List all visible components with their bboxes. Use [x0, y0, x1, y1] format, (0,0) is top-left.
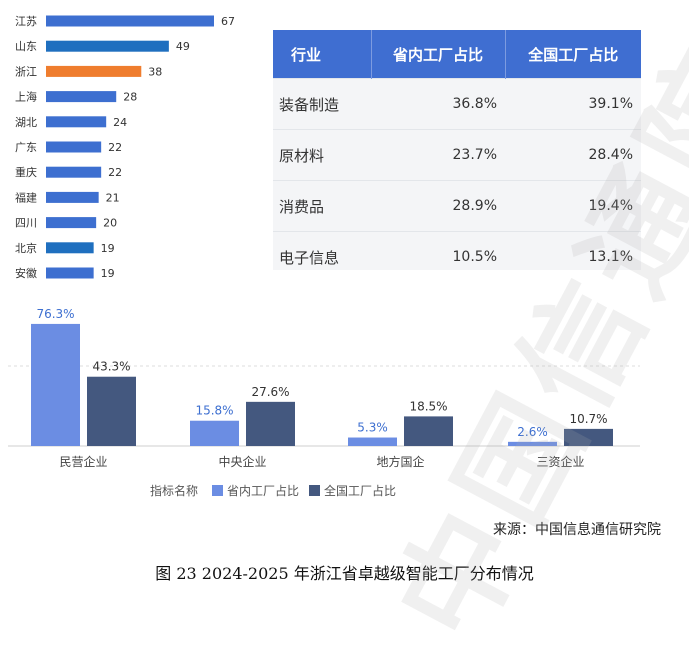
province-bar	[46, 141, 102, 153]
province-label: 四川	[15, 217, 37, 230]
province-share-bar	[508, 441, 557, 446]
industry-table: 行业 省内工厂占比 全国工厂占比 装备制造 36.8% 39.1% 原材料 23…	[273, 30, 641, 282]
province-label: 安徽	[15, 266, 37, 280]
national-share-bar	[564, 428, 613, 446]
province-value-label: 24	[113, 116, 127, 129]
province-label: 广东	[15, 141, 37, 154]
province-bar	[46, 217, 97, 229]
table-header-industry: 行业	[273, 30, 371, 79]
province-bar	[46, 267, 94, 279]
table-row: 原材料 23.7% 28.4%	[273, 129, 641, 181]
province-share-bar	[190, 420, 239, 446]
table-cell-industry: 电子信息	[273, 231, 371, 282]
source-note: 来源：中国信息通信研究院	[493, 522, 661, 538]
table-header-national-share: 全国工厂占比	[504, 30, 641, 79]
legend-label-province[interactable]: 省内工厂占比	[227, 483, 300, 498]
province-bar	[46, 65, 142, 77]
chart-legend: 指标名称 省内工厂占比 全国工厂占比	[150, 481, 402, 499]
province-value-label: 28	[123, 91, 137, 104]
province-value-label: 21	[106, 191, 120, 204]
legend-label-national[interactable]: 全国工厂占比	[324, 483, 397, 498]
table-cell-industry: 原材料	[273, 129, 371, 181]
province-label: 北京	[15, 241, 37, 255]
table-cell-province-share: 36.8%	[371, 78, 505, 130]
province-bar	[46, 191, 99, 203]
table-cell-province-share: 23.7%	[371, 129, 505, 181]
province-value-label: 19	[101, 242, 115, 255]
province-share-bar	[348, 437, 397, 446]
province-bar	[46, 15, 214, 27]
table-cell-national-share: 19.4%	[505, 180, 641, 232]
province-value-label: 22	[108, 166, 122, 179]
table-cell-province-share: 10.5%	[371, 231, 505, 282]
bar-value-label: 76.3%	[36, 307, 74, 321]
province-value-label: 49	[176, 40, 190, 53]
province-label: 上海	[15, 90, 37, 104]
province-value-label: 67	[221, 15, 235, 28]
province-value-label: 19	[101, 267, 115, 280]
province-value-label: 38	[148, 65, 162, 78]
table-row: 消费品 28.9% 19.4%	[273, 180, 641, 232]
category-tick-label: 中央企业	[218, 454, 266, 469]
category-tick-label: 地方国企	[376, 454, 424, 469]
legend-swatch-national[interactable]	[309, 484, 321, 496]
province-label: 湖北	[15, 116, 37, 129]
bar-value-label: 15.8%	[195, 404, 233, 418]
table-row: 电子信息 10.5% 13.1%	[273, 231, 641, 282]
bar-value-label: 10.7%	[569, 412, 607, 426]
table-cell-industry: 消费品	[273, 180, 371, 232]
province-label: 重庆	[15, 165, 37, 179]
national-share-bar	[246, 401, 295, 446]
bar-value-label: 2.6%	[517, 425, 548, 439]
table-cell-national-share: 13.1%	[505, 231, 641, 282]
table-header-row: 行业 省内工厂占比 全国工厂占比	[273, 30, 641, 79]
province-value-label: 22	[108, 141, 122, 154]
table-header-province-share: 省内工厂占比	[370, 30, 505, 79]
bar-value-label: 27.6%	[251, 385, 289, 399]
table-row: 装备制造 36.8% 39.1%	[273, 78, 641, 130]
province-label: 浙江	[15, 65, 37, 78]
legend-title: 指标名称	[150, 483, 199, 498]
bar-value-label: 18.5%	[409, 399, 447, 413]
enterprise-type-bar-chart: 76.3% 43.3% 民营企业 15.8% 27.6% 中央企业 5.3% 18.5% 地方国…	[8, 307, 640, 469]
province-bar	[46, 166, 102, 178]
province-bar	[46, 242, 94, 254]
bar-value-label: 43.3%	[92, 360, 130, 374]
category-tick-label: 三资企业	[536, 454, 584, 469]
table-cell-province-share: 28.9%	[371, 180, 505, 232]
table-cell-industry: 装备制造	[273, 78, 371, 130]
bar-value-label: 5.3%	[357, 421, 388, 435]
figure-caption: 图 23 2024-2025 年浙江省卓越级智能工厂分布情况	[155, 564, 534, 583]
province-bar	[46, 40, 169, 52]
province-label: 福建	[15, 190, 37, 204]
province-bar-chart: 江苏 67 山东 49 浙江 38 上海 28 湖北 24 广东 22 重庆 22 福建 21 四川 20 北京 19…	[15, 15, 235, 280]
province-share-bar	[31, 323, 80, 446]
table-cell-national-share: 28.4%	[505, 129, 641, 181]
province-label: 江苏	[15, 15, 37, 28]
province-bar	[46, 116, 107, 128]
national-share-bar	[404, 416, 453, 446]
legend-swatch-province[interactable]	[212, 484, 224, 496]
province-label: 山东	[15, 40, 37, 53]
province-bar	[46, 91, 117, 103]
province-value-label: 20	[103, 217, 117, 230]
table-cell-national-share: 39.1%	[505, 78, 641, 130]
category-tick-label: 民营企业	[59, 454, 107, 469]
national-share-bar	[87, 376, 136, 446]
